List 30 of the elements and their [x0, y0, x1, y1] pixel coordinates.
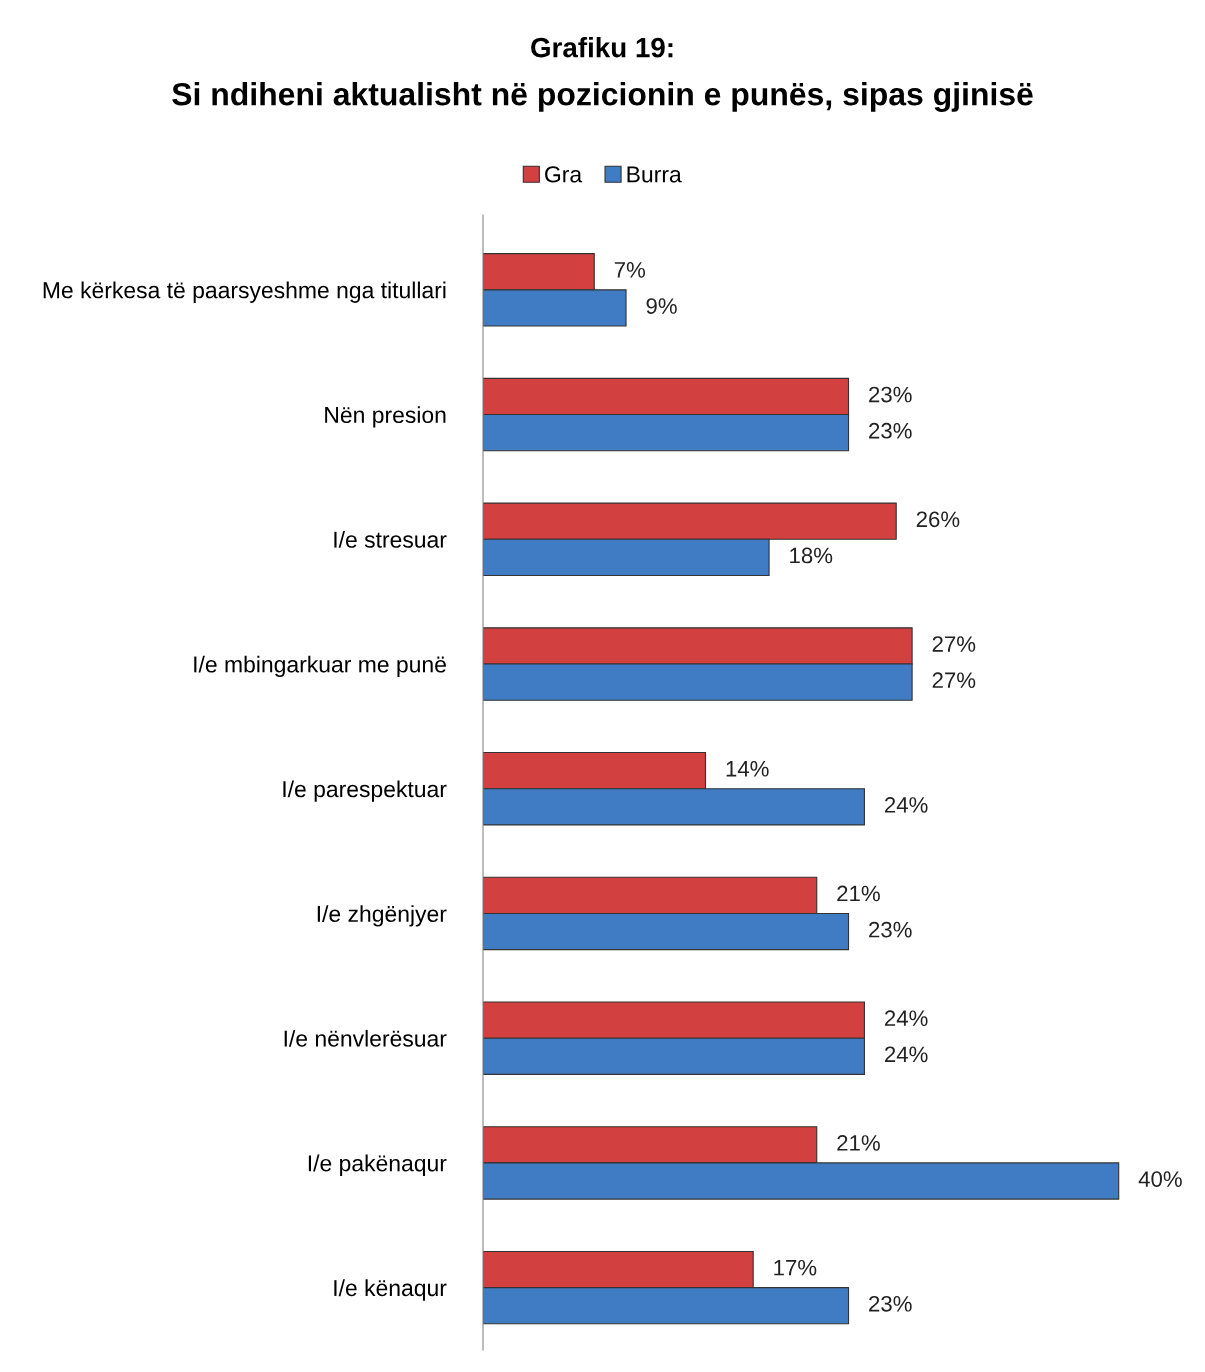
data-label: 23% [869, 386, 912, 403]
legend-label: Burra [627, 166, 682, 183]
data-label: 23% [869, 921, 912, 938]
y-tick-label: I/e parespektuar [283, 780, 447, 802]
y-tick-label: I/e kënaqur [334, 1279, 447, 1301]
data-label: 24% [884, 1046, 928, 1063]
data-label: 24% [884, 797, 928, 813]
data-label: 17% [774, 1259, 817, 1276]
y-tick-label: I/e stresuar [334, 530, 447, 548]
data-label: 24% [884, 1010, 928, 1026]
data-label: 7% [614, 262, 646, 278]
chart-title: Grafiku 19: Si ndiheni aktualisht në pozicionin e punës, sipas gjinisë [172, 37, 1033, 112]
data-label: 23% [869, 1295, 912, 1312]
data-label: 27% [932, 672, 976, 688]
y-tick-label: I/e pakënaqur [308, 1154, 447, 1176]
data-label: 14% [726, 760, 769, 777]
data-label: 21% [837, 1135, 880, 1151]
data-label: 23% [869, 422, 912, 439]
data-label: 18% [790, 547, 833, 564]
data-label: 9% [646, 298, 677, 314]
y-tick-label: I/e mbingarkuar me punë [194, 655, 446, 678]
y-tick-label: I/e zhgënjyer [317, 905, 447, 927]
y-tick-label: Nën presion [325, 406, 446, 428]
y-tick-label: Me kërkesa të paarsyeshme nga titullari [43, 281, 446, 303]
y-tick-label: I/e nënvlerësuar [284, 1029, 447, 1047]
data-label: 27% [932, 636, 976, 652]
data-label: 40% [1138, 1171, 1182, 1187]
data-label: 21% [837, 885, 880, 902]
legend-label: Gra [545, 166, 583, 183]
data-label: 26% [916, 511, 960, 528]
